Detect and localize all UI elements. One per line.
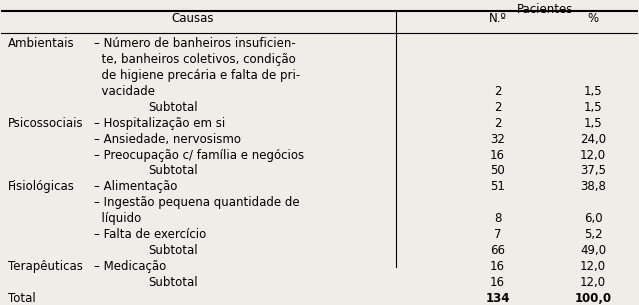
Text: 2: 2 xyxy=(494,117,502,130)
Text: vacidade: vacidade xyxy=(94,85,155,98)
Text: %: % xyxy=(587,12,599,25)
Text: Fisiológicas: Fisiológicas xyxy=(8,180,75,193)
Text: de higiene precária e falta de pri-: de higiene precária e falta de pri- xyxy=(94,69,300,82)
Text: 12,0: 12,0 xyxy=(580,260,606,273)
Text: Subtotal: Subtotal xyxy=(148,244,198,257)
Text: 100,0: 100,0 xyxy=(574,292,612,305)
Text: 12,0: 12,0 xyxy=(580,149,606,162)
Text: 2: 2 xyxy=(494,101,502,114)
Text: – Ingestão pequena quantidade de: – Ingestão pequena quantidade de xyxy=(94,196,299,209)
Text: Terapêuticas: Terapêuticas xyxy=(8,260,82,273)
Text: Subtotal: Subtotal xyxy=(148,164,198,178)
Text: 134: 134 xyxy=(486,292,510,305)
Text: Causas: Causas xyxy=(171,12,213,25)
Text: 1,5: 1,5 xyxy=(584,101,603,114)
Text: 37,5: 37,5 xyxy=(580,164,606,178)
Text: Psicossociais: Psicossociais xyxy=(8,117,83,130)
Text: Total: Total xyxy=(8,292,36,305)
Text: – Preocupação c/ família e negócios: – Preocupação c/ família e negócios xyxy=(94,149,304,162)
Text: Subtotal: Subtotal xyxy=(148,101,198,114)
Text: 7: 7 xyxy=(494,228,502,241)
Text: te, banheiros coletivos, condição: te, banheiros coletivos, condição xyxy=(94,53,295,66)
Text: – Número de banheiros insuficien-: – Número de banheiros insuficien- xyxy=(94,37,295,50)
Text: 12,0: 12,0 xyxy=(580,276,606,289)
Text: líquido: líquido xyxy=(94,212,141,225)
Text: – Medicação: – Medicação xyxy=(94,260,166,273)
Text: 6,0: 6,0 xyxy=(584,212,603,225)
Text: N.º: N.º xyxy=(489,12,507,25)
Text: 8: 8 xyxy=(494,212,502,225)
Text: 66: 66 xyxy=(490,244,505,257)
Text: – Ansiedade, nervosismo: – Ansiedade, nervosismo xyxy=(94,133,241,146)
Text: Pacientes: Pacientes xyxy=(517,3,574,16)
Text: 2: 2 xyxy=(494,85,502,98)
Text: – Hospitalização em si: – Hospitalização em si xyxy=(94,117,225,130)
Text: Ambientais: Ambientais xyxy=(8,37,74,50)
Text: 50: 50 xyxy=(490,164,505,178)
Text: Subtotal: Subtotal xyxy=(148,276,198,289)
Text: 1,5: 1,5 xyxy=(584,85,603,98)
Text: 16: 16 xyxy=(490,276,505,289)
Text: 24,0: 24,0 xyxy=(580,133,606,146)
Text: 16: 16 xyxy=(490,149,505,162)
Text: 51: 51 xyxy=(490,180,505,193)
Text: 16: 16 xyxy=(490,260,505,273)
Text: – Falta de exercício: – Falta de exercício xyxy=(94,228,206,241)
Text: 32: 32 xyxy=(490,133,505,146)
Text: 1,5: 1,5 xyxy=(584,117,603,130)
Text: 5,2: 5,2 xyxy=(584,228,603,241)
Text: – Alimentação: – Alimentação xyxy=(94,180,177,193)
Text: 38,8: 38,8 xyxy=(580,180,606,193)
Text: 49,0: 49,0 xyxy=(580,244,606,257)
